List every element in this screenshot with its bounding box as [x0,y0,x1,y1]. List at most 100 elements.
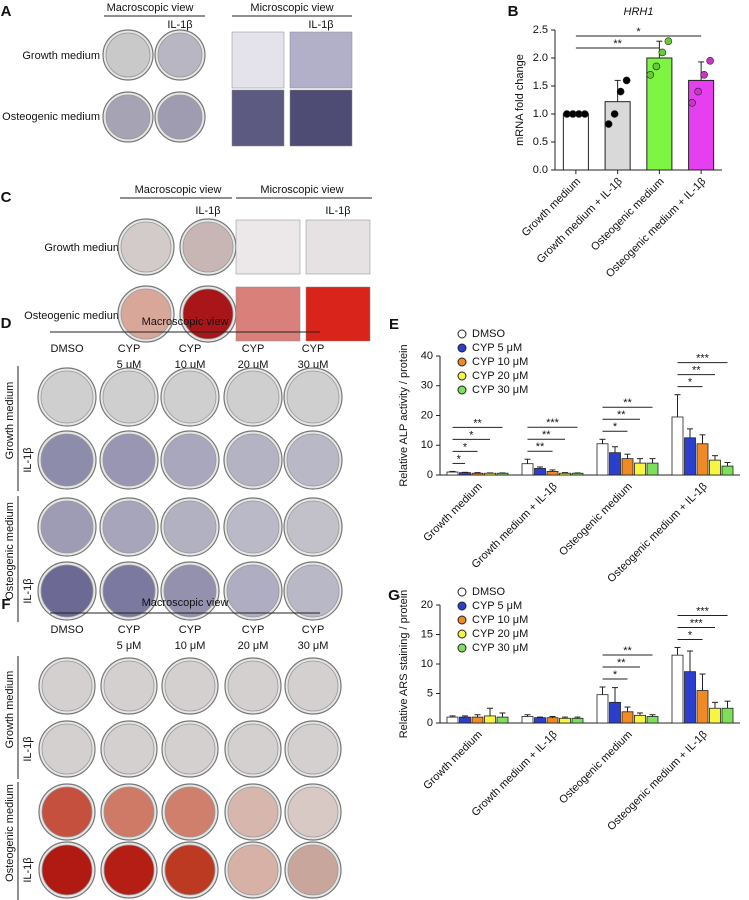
treatment-label: IL-1β [167,19,192,31]
bar [688,79,715,171]
column-label: 5 μM [117,359,142,371]
header: Macroscopic view [142,316,229,328]
data-point [658,48,667,57]
bar [546,717,559,724]
bar [496,716,509,724]
bar [696,443,709,476]
bar [459,472,471,476]
dish-well [286,433,340,487]
bar [484,472,496,476]
dish-well [287,844,339,896]
dish-well [163,370,217,424]
dish-well [226,500,280,554]
dish-well [103,723,155,775]
micrograph [235,219,301,275]
legend-marker [457,357,467,367]
panel-label: A [1,3,12,20]
bar [721,707,734,724]
significance-label: ** [623,397,632,409]
panel-label: D [1,315,12,332]
dish-well [226,370,280,424]
bar [671,654,684,724]
y-tick-label: 0 [427,717,433,729]
data-point [706,56,714,65]
column-label: 20 μM [238,359,269,371]
dish-well [163,500,217,554]
dish-well [40,564,94,618]
bar [559,472,571,476]
treatment-label: IL-1β [22,447,34,472]
dish-well [286,370,340,424]
dish-well [102,370,156,424]
bar [696,690,709,724]
bar [521,463,534,476]
data-point [700,71,708,79]
dish-well [163,564,217,618]
bar [484,715,496,724]
significance-label: * [613,421,618,433]
row-label: Growth medium [44,242,122,254]
dish-well [157,94,203,140]
legend-label: CYP 30 μM [472,384,528,396]
legend-label: CYP 20 μM [472,628,528,640]
micrograph [289,89,353,147]
y-tick-label: 20 [421,409,433,421]
data-point [622,76,631,85]
bar [609,452,621,476]
bar [646,716,659,724]
micrograph [305,286,371,342]
row-label: Osteogenic medium [24,310,122,322]
significance-label: * [463,441,468,453]
y-tick-label: 10 [421,439,433,451]
dish-well [105,32,151,78]
y-tick-label: 10 [421,658,433,670]
y-tick-label: 40 [421,350,433,362]
significance-label: ** [473,417,482,429]
column-label: CYP [302,624,325,636]
significance-label: * [613,669,618,681]
dish-well [182,221,234,273]
bar [446,716,459,724]
significance-label: *** [690,617,704,629]
header: Microscopic view [260,184,343,196]
legend-marker [457,601,467,611]
significance-label: *** [696,605,710,617]
bar [596,694,609,724]
dish-well [182,288,234,340]
column-label: 10 μM [175,359,206,371]
row-label: Growth medium [22,50,100,62]
y-axis-label: mRNA fold change [514,54,526,146]
treatment-label: IL-1β [195,205,220,217]
dish-well [41,723,93,775]
data-point [652,62,661,71]
dish-well [164,786,216,838]
micrograph [231,31,285,89]
bar [721,465,734,476]
header: Macroscopic view [142,597,229,609]
legend-label: CYP 30 μM [472,642,528,654]
dish-well [164,844,216,896]
dish-well [105,94,151,140]
significance-label: ** [617,409,626,421]
legend-marker [457,615,467,625]
bar [571,717,584,724]
y-tick-label: 0 [427,469,433,481]
treatment-label: IL-1β [22,578,34,603]
dish-well [226,564,280,618]
data-point [616,87,625,96]
x-tick-label: Growth medium [421,729,484,792]
y-tick-label: 1.5 [533,80,548,92]
bar [546,471,559,476]
data-point [581,110,589,118]
legend-label: CYP 20 μM [472,370,528,382]
data-point [604,120,613,128]
dish-well [102,433,156,487]
micrograph [289,31,353,89]
group-label: Osteogenic medium [4,784,16,882]
bar [671,416,684,476]
bar [634,714,646,724]
bar [646,462,659,476]
bar [596,443,609,476]
y-tick-label: 0.0 [533,164,548,176]
panel-label: E [389,316,399,333]
